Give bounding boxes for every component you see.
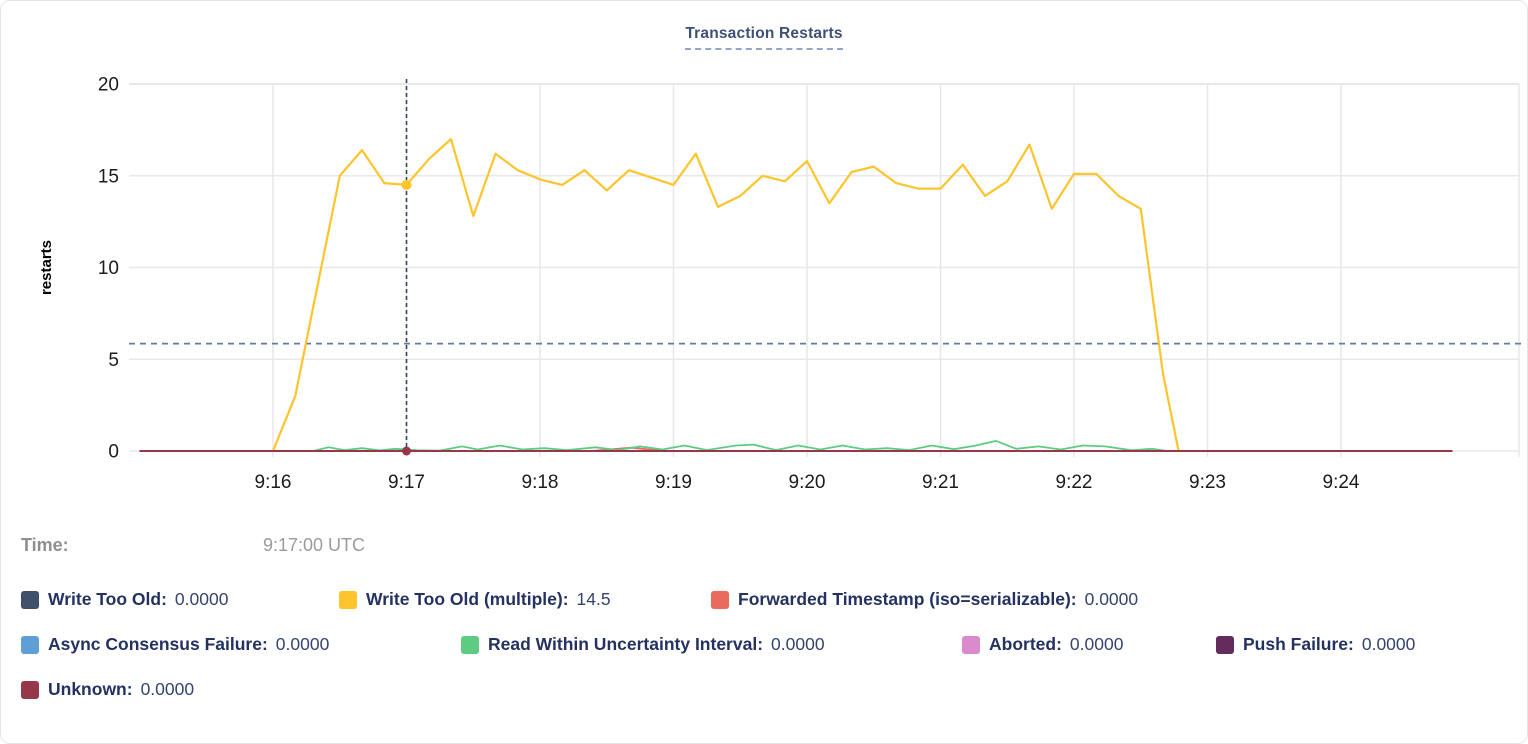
legend-color-swatch: [711, 590, 729, 609]
series-line-write-too-old-multiple: [271, 138, 1180, 452]
time-label: Time:: [21, 535, 69, 555]
legend-label: Forwarded Timestamp (iso=serializable):: [738, 589, 1077, 609]
legend-color-swatch: [962, 635, 980, 654]
legend-label: Write Too Old:: [48, 589, 167, 609]
crosshair-dot-write-too-old-multiple: [401, 179, 412, 190]
x-tick-label: 9:21: [922, 472, 959, 493]
legend-color-swatch: [21, 635, 39, 654]
legend-row-1: Write Too Old: 0.0000 Write Too Old (multi…: [21, 589, 1517, 610]
legend-color-swatch: [21, 680, 39, 699]
legend-item-write-too-old: Write Too Old: 0.0000: [21, 589, 339, 610]
y-tick-label: 15: [98, 166, 119, 187]
legend-color-swatch: [1216, 635, 1234, 654]
y-tick-label: 5: [108, 350, 119, 371]
x-tick-label: 9:22: [1056, 472, 1093, 493]
legend-value: 0.0000: [1084, 589, 1139, 609]
x-tick-label: 9:20: [789, 472, 826, 493]
legend-label: Aborted:: [989, 634, 1062, 654]
legend-label: Push Failure:: [1243, 634, 1354, 654]
legend-item-push-failure: Push Failure: 0.0000: [1216, 634, 1415, 655]
legend-item-forwarded-timestamp: Forwarded Timestamp (iso=serializable): 0…: [711, 589, 1138, 610]
legend-label: Write Too Old (multiple):: [366, 589, 569, 609]
legend-color-swatch: [21, 590, 39, 609]
time-value: 9:17:00 UTC: [263, 535, 366, 555]
x-tick-label: 9:16: [255, 472, 292, 493]
series-line-read-within-uncertainty-interval: [312, 439, 1168, 452]
x-tick-label: 9:24: [1323, 472, 1360, 493]
x-tick-label: 9:19: [655, 472, 692, 493]
chart-title[interactable]: Transaction Restarts: [685, 25, 843, 50]
y-tick-label: 10: [98, 258, 119, 279]
legend-value: 0.0000: [1069, 634, 1124, 654]
legend-value: 0.0000: [771, 634, 825, 654]
y-tick-label: 20: [98, 75, 119, 96]
legend-item-async-consensus-failure: Async Consensus Failure: 0.0000: [21, 634, 461, 655]
y-axis-label: restarts: [38, 240, 55, 295]
legend-value: 0.0000: [1361, 634, 1416, 654]
x-tick-label: 9:23: [1189, 472, 1226, 493]
legend-label: Unknown:: [48, 679, 133, 699]
legend-value: 14.5: [576, 589, 611, 609]
x-tick-label: 9:18: [522, 472, 559, 493]
legend-color-swatch: [339, 590, 357, 609]
hover-time-row: Time: 9:17:00 UTC: [21, 535, 1507, 561]
y-tick-label: 0: [108, 442, 119, 463]
chart-title-wrap: Transaction Restarts: [1, 25, 1527, 50]
legend-label: Read Within Uncertainty Interval:: [488, 634, 764, 654]
legend-value: 0.0000: [140, 679, 195, 699]
crosshair-dot-unknown: [402, 446, 411, 456]
legend-row-2: Async Consensus Failure: 0.0000 Read Withi…: [21, 634, 1517, 655]
legend-item-write-too-old-multiple: Write Too Old (multiple): 14.5: [339, 589, 711, 610]
legend-color-swatch: [461, 635, 479, 654]
x-tick-label: 9:17: [388, 472, 425, 493]
legend-item-aborted: Aborted: 0.0000: [962, 634, 1216, 655]
legend-label: Async Consensus Failure:: [48, 634, 268, 654]
legend-item-unknown: Unknown: 0.0000: [21, 679, 194, 700]
legend-value: 0.0000: [275, 634, 330, 654]
legend-row-3: Unknown: 0.0000: [21, 679, 1517, 700]
transaction-restarts-chart[interactable]: 0 5 10 15 20 9:16 9:17 9:18 9:19 9:20 9:21 9:22 9:23…: [1, 1, 1528, 516]
legend-value: 0.0000: [174, 589, 229, 609]
legend-item-read-within-uncertainty-interval: Read Within Uncertainty Interval: 0.0000: [461, 634, 962, 655]
